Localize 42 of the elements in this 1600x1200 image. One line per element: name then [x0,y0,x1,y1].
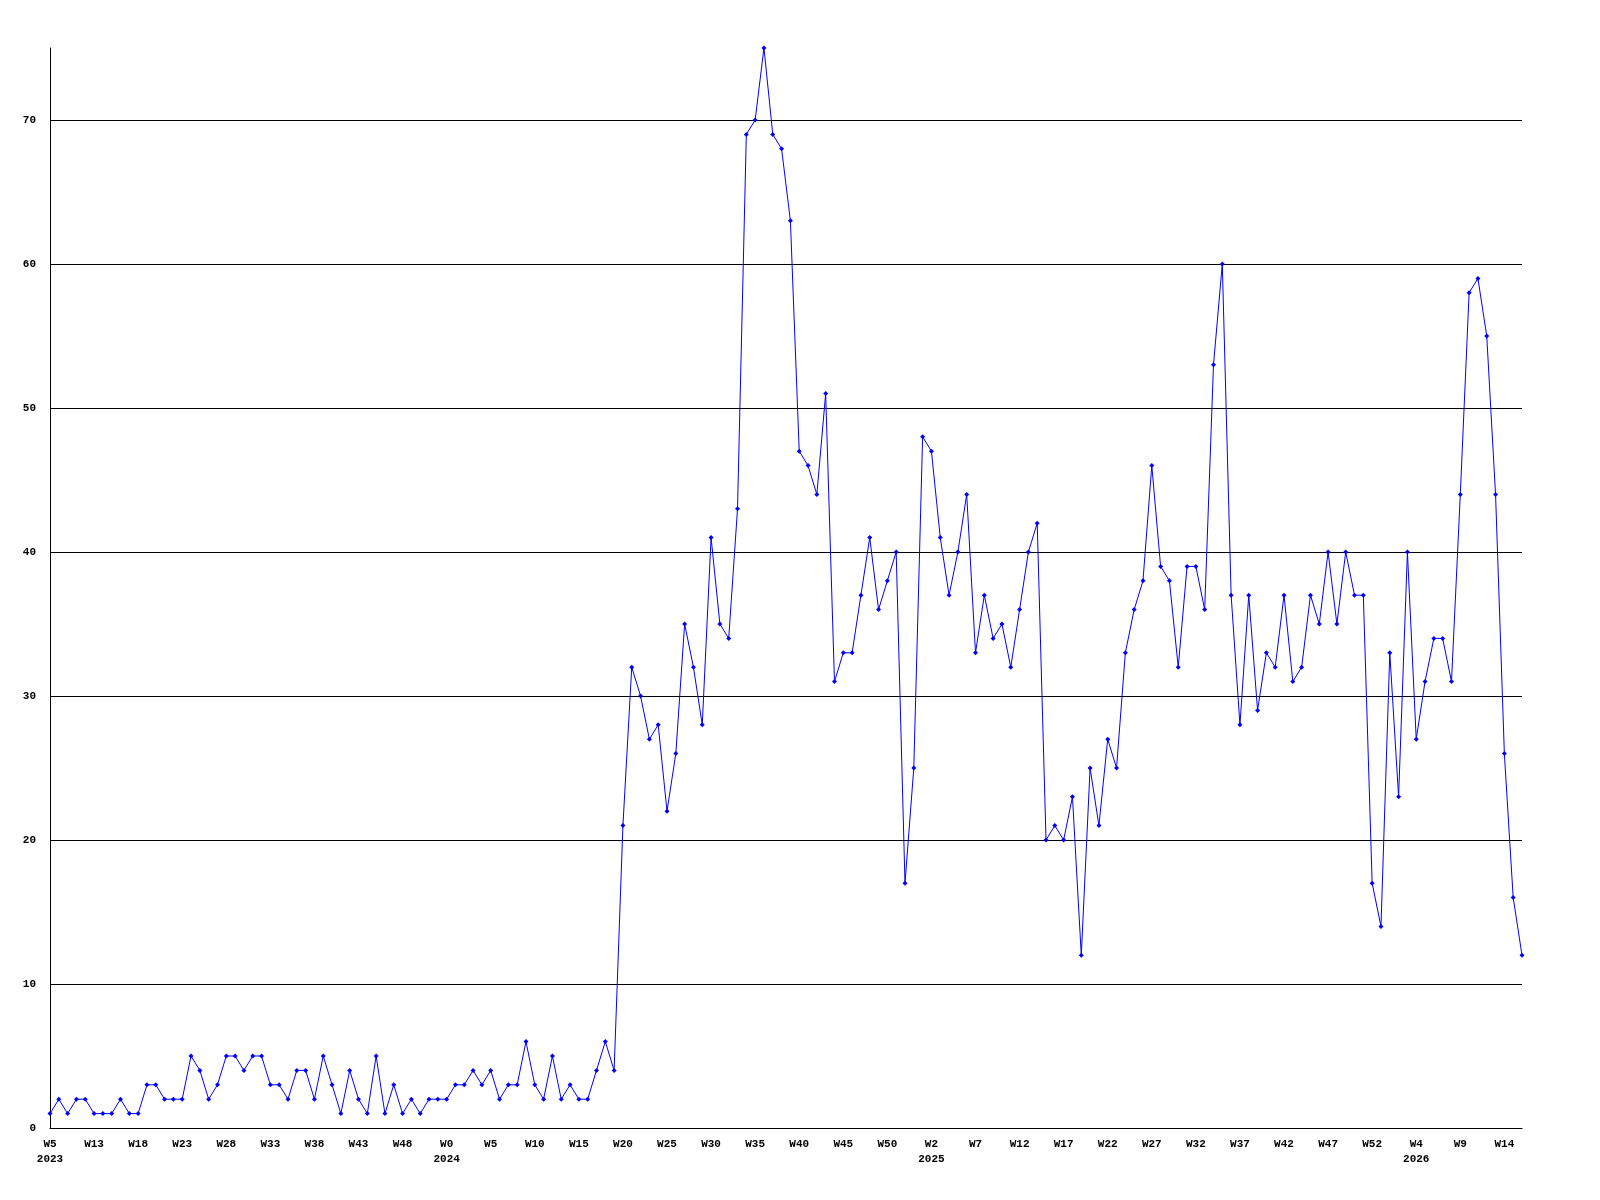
x-tick-label: W37 [1230,1137,1250,1150]
y-tick-label: 40 [22,546,36,558]
x-tick-label: W20 [613,1137,633,1150]
x-tick-label: W23 [172,1137,193,1150]
x-tick-label: W48 [392,1137,413,1150]
x-tick-label: W52 [1362,1137,1383,1150]
x-tick-label: W33 [260,1137,281,1150]
y-tick-label: 50 [22,402,36,414]
x-tick-label: W18 [128,1137,149,1150]
x-tick-label: W38 [304,1137,325,1150]
x-tick-label: W12 [1009,1137,1030,1150]
x-tick-label: W9 [1453,1137,1467,1150]
x-tick-label: W43 [348,1137,369,1150]
y-tick-label: 60 [22,258,36,270]
x-tick-label: W45 [833,1137,854,1150]
x-tick-label: W10 [524,1137,545,1150]
x-tick-label: W22 [1097,1137,1118,1150]
x-tick-label: W25 [657,1137,678,1150]
y-tick-label: 70 [22,114,36,126]
x-tick-label: W0 2024 [433,1137,461,1165]
x-tick-label: W5 2023 [36,1137,64,1165]
x-tick-label: W47 [1318,1137,1338,1150]
x-tick-label: W15 [568,1137,590,1150]
x-tick-label: W14 [1494,1137,1515,1150]
x-tick-label: W50 [877,1137,898,1150]
x-tick-label: W5 [484,1137,498,1150]
x-tick-label: W32 [1185,1137,1206,1150]
x-tick-label: W30 [701,1137,721,1150]
y-tick-label: 0 [29,1122,36,1134]
x-tick-label: W4 2026 [1403,1137,1430,1165]
x-tick-label: W42 [1274,1137,1294,1150]
x-tick-label: W2 2025 [918,1137,946,1165]
x-tick-label: W13 [84,1137,105,1150]
x-tick-label: W7 [968,1137,983,1150]
x-tick-label: W40 [789,1137,810,1150]
y-tick-label: 30 [22,690,36,702]
x-tick-label: W17 [1053,1137,1074,1150]
x-tick-label: W27 [1141,1137,1162,1150]
x-tick-label: W28 [216,1137,237,1150]
y-tick-label: 10 [22,978,36,990]
y-tick-label: 20 [22,834,36,846]
x-tick-label: W35 [745,1137,766,1150]
